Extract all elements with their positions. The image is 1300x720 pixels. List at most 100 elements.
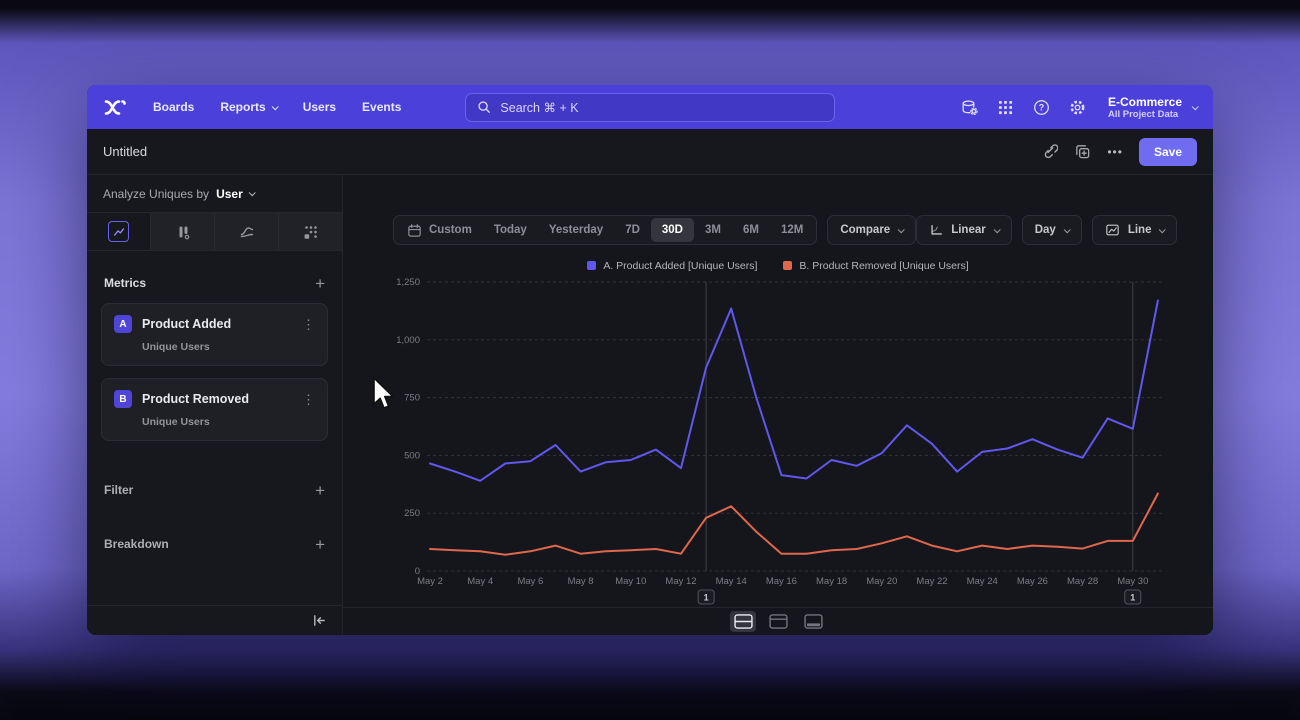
analyze-entity-value: User [216, 186, 243, 201]
scale-dropdown[interactable]: Linear [916, 215, 1012, 245]
chart-type-label: Line [1127, 224, 1152, 236]
add-breakdown-button[interactable]: + [315, 534, 325, 554]
range-6m[interactable]: 6M [742, 224, 759, 236]
x-axis-tick: May 10 [615, 576, 646, 587]
chart-type-insights[interactable] [87, 213, 150, 250]
add-metric-button[interactable]: + [315, 273, 325, 293]
project-selector[interactable]: E-Commerce All Project Data [1108, 95, 1199, 120]
range-yesterday[interactable]: Yesterday [548, 224, 604, 236]
analyze-label: Analyze Uniques by [103, 186, 210, 201]
chevron-down-icon [993, 225, 1001, 233]
nav-events-label: Events [362, 100, 402, 114]
legend-swatch [783, 260, 793, 270]
metric-badge-a: A [114, 315, 132, 333]
y-axis-tick: 750 [404, 393, 420, 404]
help-icon[interactable]: ? [1026, 92, 1058, 122]
analyze-entity-dropdown[interactable]: User [216, 186, 256, 201]
y-axis-tick: 250 [404, 508, 420, 519]
chart-type-switcher [87, 213, 342, 251]
chart-svg: 0 250 500 750 1,000 1,250 May 2 May 4 May 6 May 8… [396, 277, 1162, 605]
mixpanel-logo[interactable] [103, 98, 127, 116]
range-12m[interactable]: 12M [780, 224, 804, 236]
nav-boards[interactable]: Boards [153, 100, 194, 114]
save-button[interactable]: Save [1138, 137, 1197, 166]
line-chart-icon [1106, 224, 1119, 236]
metric-card-product-added[interactable]: A Product Added ⋮ Unique Users [101, 303, 328, 366]
layout-split-rows-toggle[interactable] [730, 611, 756, 632]
report-canvas: Custom Today Yesterday 7D 30D 3M 6M 12M … [343, 175, 1213, 635]
search-icon [478, 101, 491, 113]
chart-legend: A. Product Added [Unique Users] B. Produc… [343, 259, 1213, 272]
chart-type-retention[interactable] [278, 213, 342, 250]
app-window: Boards Reports Users Events Search ⌘ + K [87, 85, 1213, 635]
range-today[interactable]: Today [493, 224, 527, 236]
y-axis-tick: 500 [404, 450, 420, 461]
collapse-sidebar-icon[interactable] [312, 614, 326, 627]
compare-label: Compare [840, 224, 891, 236]
report-title[interactable]: Untitled [103, 144, 148, 159]
x-axis-tick: May 28 [1067, 576, 1098, 587]
chart-type-dropdown[interactable]: Line [1091, 215, 1178, 245]
series-line[interactable] [429, 299, 1159, 482]
chevron-down-icon [271, 102, 279, 110]
x-axis-tick: May 14 [716, 576, 747, 587]
sidebar-footer [87, 605, 342, 635]
annotation-badge-label: 1 [704, 593, 709, 603]
filter-title: Filter [104, 483, 134, 497]
nav-users[interactable]: Users [303, 100, 336, 114]
breakdown-section-header: Breakdown + [87, 529, 342, 559]
apps-grid-icon[interactable] [990, 92, 1022, 122]
interval-dropdown[interactable]: Day [1021, 215, 1082, 245]
range-3m[interactable]: 3M [705, 224, 721, 236]
flow-icon [240, 226, 253, 237]
content-area: Analyze Uniques by User [87, 175, 1213, 635]
chevron-down-icon [1191, 102, 1199, 110]
x-axis-tick: May 4 [467, 576, 493, 587]
series-line[interactable] [429, 492, 1159, 556]
annotation-badge[interactable] [697, 589, 715, 605]
nav-reports[interactable]: Reports [220, 100, 279, 114]
svg-text:?: ? [1039, 102, 1044, 112]
layout-table-only-toggle[interactable] [800, 611, 826, 632]
axis-icon [931, 224, 943, 235]
chart-display-controls: Linear Day Line [916, 215, 1178, 245]
annotation-badge-label: 1 [1130, 593, 1135, 603]
y-axis-tick: 1,000 [396, 335, 420, 346]
metric-measurement[interactable]: Unique Users [142, 416, 210, 428]
legend-item[interactable]: B. Product Removed [Unique Users] [783, 260, 969, 272]
interval-label: Day [1034, 224, 1056, 236]
metric-options-kebab-icon[interactable]: ⋮ [302, 316, 315, 332]
metric-card-product-removed[interactable]: B Product Removed ⋮ Unique Users [101, 378, 328, 441]
range-30d[interactable]: 30D [650, 218, 694, 242]
chart-type-flows[interactable] [214, 213, 278, 250]
metric-measurement[interactable]: Unique Users [142, 341, 210, 353]
chevron-down-icon [897, 225, 905, 233]
chart-type-funnels[interactable] [150, 213, 214, 250]
layout-chart-only-toggle[interactable] [765, 611, 791, 632]
annotation-badge[interactable] [1124, 589, 1142, 605]
timeseries-chart[interactable]: 0 250 500 750 1,000 1,250 May 2 May 4 May 6 May 8… [343, 274, 1213, 605]
nav-reports-label: Reports [220, 100, 266, 114]
x-axis-tick: May 6 [517, 576, 543, 587]
add-filter-button[interactable]: + [315, 480, 325, 500]
date-range-segmented-control: Custom Today Yesterday 7D 30D 3M 6M 12M [393, 215, 818, 245]
data-management-icon[interactable] [954, 92, 986, 122]
metric-options-kebab-icon[interactable]: ⋮ [302, 391, 315, 407]
x-axis-tick: May 26 [1017, 576, 1048, 587]
x-axis-tick: May 12 [665, 576, 696, 587]
calendar-icon [408, 223, 421, 237]
nav-events[interactable]: Events [362, 100, 401, 114]
compare-dropdown[interactable]: Compare [827, 215, 917, 245]
metrics-section-header: Metrics + [87, 265, 342, 301]
analyze-row: Analyze Uniques by User [87, 175, 342, 213]
range-7d[interactable]: 7D [625, 224, 640, 236]
copy-link-icon[interactable] [1041, 143, 1059, 160]
more-options-icon[interactable]: ••• [1107, 144, 1123, 159]
settings-gear-icon[interactable] [1062, 92, 1094, 122]
duplicate-icon[interactable] [1074, 143, 1091, 160]
search-input[interactable]: Search ⌘ + K [465, 92, 836, 122]
legend-item[interactable]: A. Product Added [Unique Users] [587, 260, 757, 272]
metric-name: Product Added [142, 317, 232, 331]
top-navbar: Boards Reports Users Events Search ⌘ + K [87, 85, 1213, 129]
range-custom[interactable]: Custom [396, 218, 483, 242]
